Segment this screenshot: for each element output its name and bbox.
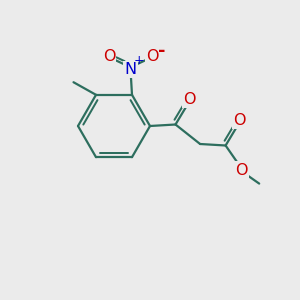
Text: O: O (233, 112, 246, 128)
Text: O: O (146, 49, 158, 64)
Text: O: O (183, 92, 196, 106)
Text: O: O (103, 49, 115, 64)
Text: N: N (124, 62, 136, 77)
Text: O: O (235, 163, 247, 178)
Text: -: - (158, 42, 166, 60)
Text: +: + (134, 54, 144, 68)
